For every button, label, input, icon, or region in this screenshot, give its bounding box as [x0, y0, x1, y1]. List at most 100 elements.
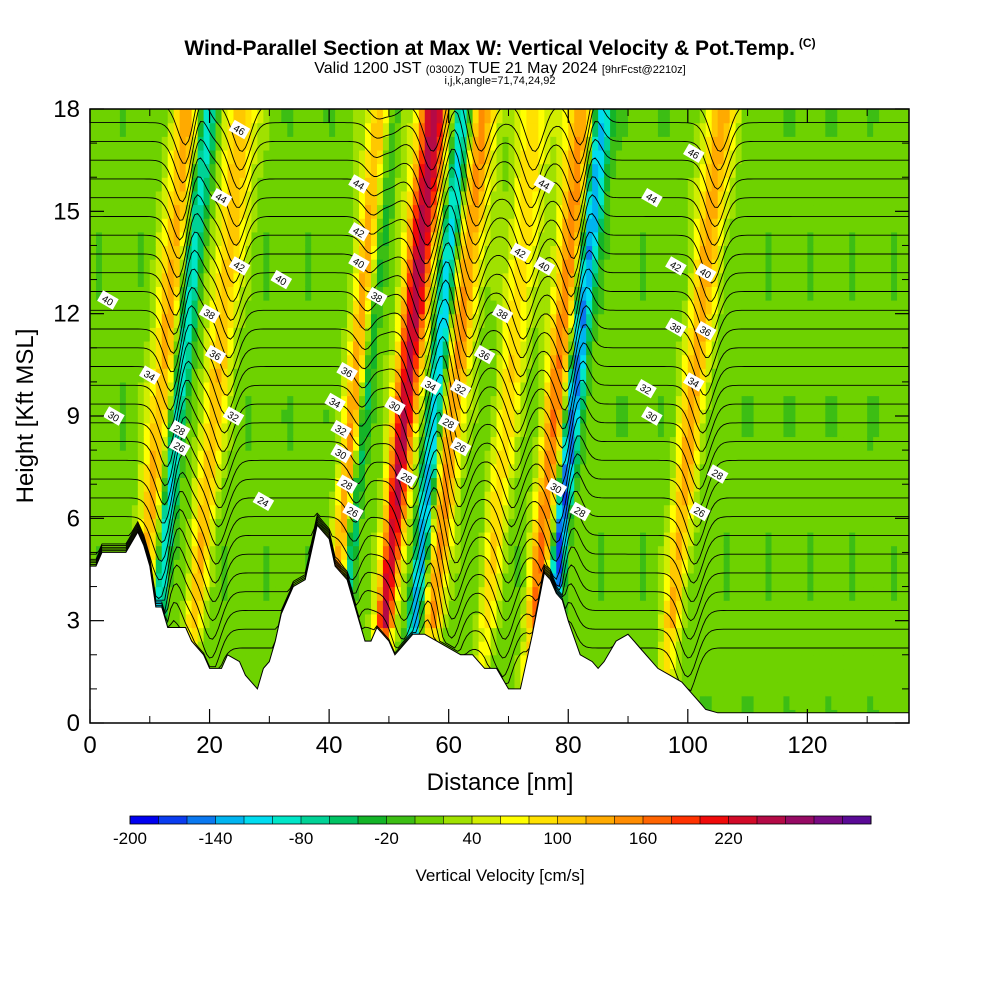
- velocity-cell: [364, 190, 372, 206]
- velocity-cell: [687, 531, 695, 547]
- velocity-cell: [472, 327, 480, 342]
- velocity-cell: [125, 313, 133, 328]
- velocity-cell: [227, 149, 235, 165]
- velocity-cell: [735, 668, 743, 683]
- velocity-cell: [628, 122, 635, 137]
- velocity-cell: [556, 368, 563, 383]
- velocity-cell: [562, 409, 569, 424]
- velocity-cell: [209, 654, 217, 670]
- velocity-cell: [616, 272, 623, 287]
- velocity-cell: [538, 531, 545, 547]
- velocity-cell: [598, 613, 605, 629]
- velocity-cell: [711, 149, 719, 165]
- velocity-cell: [544, 300, 551, 315]
- velocity-cell: [687, 259, 695, 274]
- velocity-cell: [149, 272, 157, 287]
- velocity-cell: [610, 545, 617, 560]
- velocity-cell: [484, 450, 492, 465]
- velocity-cell: [143, 477, 151, 492]
- velocity-cell: [167, 218, 175, 233]
- velocity-cell: [412, 204, 420, 219]
- velocity-cell: [693, 122, 701, 137]
- velocity-cell: [436, 409, 444, 424]
- velocity-cell: [628, 368, 635, 383]
- velocity-cell: [424, 491, 432, 506]
- velocity-cell: [239, 518, 247, 533]
- velocity-cell: [412, 572, 420, 588]
- velocity-cell: [418, 190, 426, 206]
- velocity-cell: [448, 559, 456, 574]
- velocity-cell: [436, 204, 444, 219]
- velocity-cell: [269, 504, 276, 519]
- velocity-cell: [353, 245, 360, 260]
- velocity-cell: [693, 259, 701, 274]
- velocity-cell: [412, 190, 420, 206]
- velocity-cell: [275, 504, 282, 519]
- velocity-cell: [185, 231, 193, 247]
- velocity-cell: [526, 259, 533, 274]
- velocity-cell: [538, 190, 545, 206]
- velocity-cell: [185, 545, 193, 560]
- velocity-cell: [478, 613, 486, 629]
- velocity-cell: [616, 163, 623, 178]
- velocity-cell: [532, 218, 539, 233]
- velocity-cell: [113, 477, 121, 492]
- velocity-cell: [502, 668, 510, 683]
- velocity-cell: [293, 204, 300, 219]
- velocity-cell: [382, 286, 390, 301]
- velocity-cell: [466, 163, 474, 178]
- velocity-cell: [353, 422, 360, 438]
- velocity-cell: [245, 245, 253, 260]
- velocity-cell: [526, 204, 533, 219]
- velocity-cell: [604, 122, 611, 137]
- velocity-cell: [592, 422, 599, 438]
- velocity-cell: [466, 613, 474, 629]
- velocity-cell: [544, 477, 551, 492]
- velocity-cell: [562, 450, 569, 465]
- velocity-cell: [574, 109, 581, 124]
- velocity-cell: [651, 259, 659, 274]
- velocity-cell: [454, 491, 462, 506]
- velocity-cell: [538, 340, 545, 356]
- velocity-cell: [735, 422, 743, 438]
- velocity-cell: [269, 177, 276, 192]
- velocity-cell: [550, 109, 557, 124]
- velocity-cell: [347, 218, 354, 233]
- velocity-cell: [681, 463, 689, 478]
- velocity-cell: [119, 463, 127, 478]
- velocity-cell: [394, 477, 402, 492]
- velocity-cell: [143, 504, 151, 519]
- velocity-cell: [466, 354, 474, 369]
- velocity-cell: [245, 559, 253, 574]
- velocity-cell: [179, 190, 187, 206]
- velocity-cell: [634, 586, 641, 601]
- velocity-cell: [430, 313, 438, 328]
- velocity-cell: [628, 245, 635, 260]
- velocity-cell: [526, 149, 533, 165]
- velocity-cell: [227, 627, 235, 642]
- velocity-cell: [454, 531, 462, 547]
- velocity-cell: [90, 504, 97, 519]
- velocity-cell: [735, 518, 743, 533]
- velocity-cell: [592, 518, 599, 533]
- velocity-cell: [90, 327, 97, 342]
- velocity-cell: [598, 327, 605, 342]
- velocity-cell: [245, 204, 253, 219]
- velocity-cell: [598, 122, 605, 137]
- velocity-cell: [185, 368, 193, 383]
- velocity-cell: [436, 368, 444, 383]
- velocity-cell: [622, 504, 629, 519]
- velocity-cell: [717, 395, 725, 410]
- velocity-cell: [478, 463, 486, 478]
- velocity-cell: [592, 395, 599, 410]
- velocity-cell: [478, 136, 486, 151]
- velocity-cell: [711, 477, 719, 492]
- velocity-cell: [155, 245, 163, 260]
- velocity-cell: [394, 149, 402, 165]
- velocity-cell: [167, 450, 175, 465]
- velocity-cell: [496, 204, 504, 219]
- velocity-cell: [741, 259, 749, 274]
- velocity-cell: [251, 409, 258, 424]
- velocity-cell: [717, 518, 725, 533]
- velocity-cell: [693, 641, 701, 656]
